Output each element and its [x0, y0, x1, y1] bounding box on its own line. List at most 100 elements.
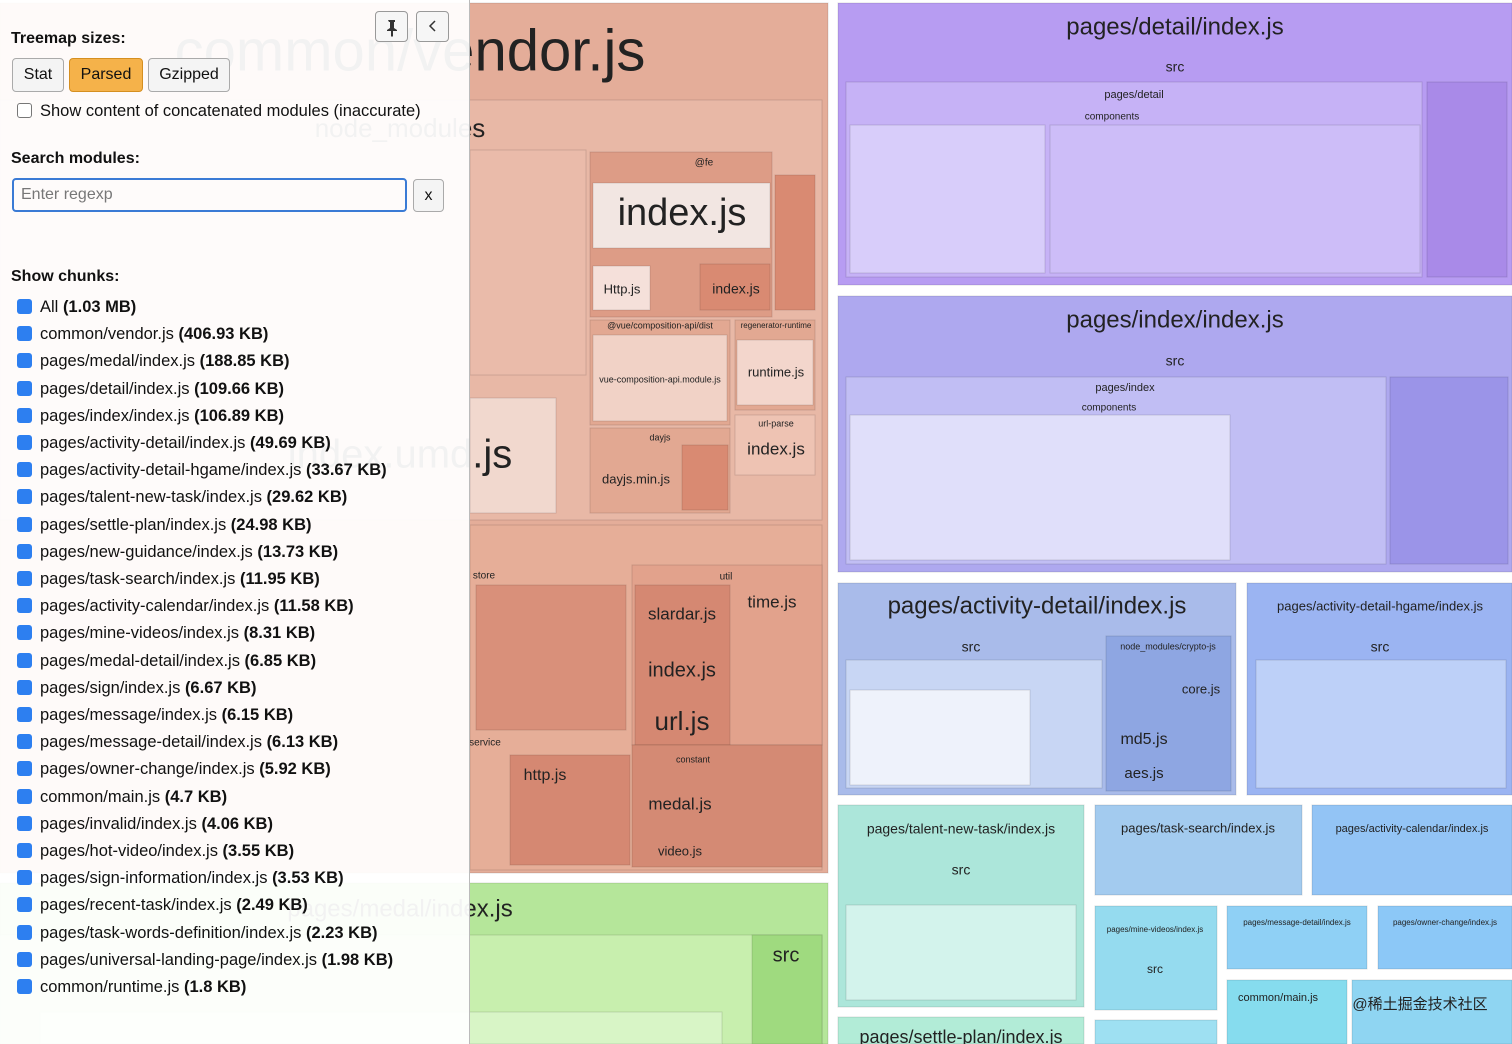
- checkbox[interactable]: [17, 598, 32, 614]
- tile-label[interactable]: dayjs: [649, 432, 671, 442]
- collapse-button[interactable]: [416, 11, 449, 42]
- tile-label[interactable]: pages/talent-new-task/index.js: [867, 821, 1055, 837]
- tile-label[interactable]: aes.js: [1124, 765, 1163, 782]
- tile-label[interactable]: src: [1166, 59, 1185, 75]
- tile-label[interactable]: src: [1166, 353, 1185, 369]
- tile-label[interactable]: common/main.js: [1238, 992, 1319, 1004]
- checkbox[interactable]: [17, 571, 32, 586]
- chunk-option[interactable]: pages/task-words-definition/index.js (2.…: [17, 924, 378, 943]
- chunk-option[interactable]: pages/invalid/index.js (4.06 KB): [17, 815, 273, 834]
- tile-label[interactable]: components: [1082, 403, 1136, 414]
- chunk-option[interactable]: pages/medal/index.js (188.85 KB): [17, 352, 289, 371]
- tile-label[interactable]: vue-composition-api.module.js: [599, 374, 721, 384]
- checkbox[interactable]: [17, 462, 32, 478]
- search-input[interactable]: Enter regexp: [12, 178, 407, 212]
- checkbox[interactable]: [17, 516, 32, 532]
- tile-label[interactable]: pages/activity-detail-hgame/index.js: [1277, 598, 1483, 613]
- tile-label[interactable]: util: [720, 572, 733, 583]
- chunk-option[interactable]: All (1.03 MB): [17, 298, 136, 317]
- chunk-option[interactable]: pages/task-search/index.js (11.95 KB): [17, 570, 320, 589]
- checkbox[interactable]: [17, 788, 32, 804]
- tile-label[interactable]: @fe: [695, 158, 714, 169]
- tile-label[interactable]: pages/detail: [1104, 89, 1163, 101]
- chunk-option[interactable]: pages/new-guidance/index.js (13.73 KB): [17, 543, 338, 562]
- checkbox[interactable]: [17, 979, 32, 994]
- checkbox[interactable]: [17, 407, 32, 423]
- checkbox[interactable]: [17, 299, 32, 314]
- tile-label[interactable]: pages/index: [1095, 382, 1155, 394]
- checkbox[interactable]: [17, 353, 32, 369]
- chunk-option[interactable]: pages/sign-information/index.js (3.53 KB…: [17, 869, 344, 888]
- tile-label[interactable]: pages/mine-videos/index.js: [1107, 925, 1204, 934]
- tile-label[interactable]: pages/settle-plan/index.js: [859, 1027, 1062, 1044]
- tile-label[interactable]: url-parse: [758, 418, 794, 428]
- chunk-option[interactable]: pages/index/index.js (106.89 KB): [17, 407, 284, 426]
- tile-label[interactable]: pages/message-detail/index.js: [1243, 918, 1351, 927]
- checkbox[interactable]: [17, 897, 32, 913]
- tile-label[interactable]: Http.js: [604, 281, 641, 296]
- checkbox[interactable]: [17, 489, 32, 505]
- tile-label[interactable]: index.js: [712, 281, 759, 297]
- checkbox[interactable]: [17, 652, 32, 668]
- chunk-option[interactable]: pages/activity-calendar/index.js (11.58 …: [17, 597, 354, 616]
- tile-label[interactable]: md5.js: [1120, 731, 1167, 748]
- checkbox[interactable]: [17, 543, 32, 559]
- clear-button[interactable]: x: [413, 179, 444, 212]
- tile-label[interactable]: regenerator-runtime: [741, 321, 812, 330]
- tile-label[interactable]: src: [773, 944, 800, 966]
- size-button[interactable]: Stat: [12, 58, 64, 92]
- checkbox[interactable]: [17, 761, 32, 777]
- tile-label[interactable]: pages/task-search/index.js: [1121, 820, 1275, 835]
- chunk-option[interactable]: pages/recent-task/index.js (2.49 KB): [17, 896, 308, 915]
- tile-label[interactable]: video.js: [658, 843, 703, 858]
- size-button[interactable]: Gzipped: [148, 58, 230, 92]
- tile-label[interactable]: index.js: [747, 439, 805, 458]
- chunk-option[interactable]: pages/activity-detail-hgame/index.js (33…: [17, 461, 387, 480]
- tile-label[interactable]: slardar.js: [648, 604, 716, 623]
- tile-label[interactable]: dayjs.min.js: [602, 471, 670, 486]
- tile-label[interactable]: @vue/composition-api/dist: [607, 320, 713, 330]
- checkbox[interactable]: [17, 843, 32, 858]
- chunk-option[interactable]: pages/owner-change/index.js (5.92 KB): [17, 760, 331, 779]
- chunk-option[interactable]: pages/message/index.js (6.15 KB): [17, 706, 293, 725]
- chunk-option[interactable]: pages/hot-video/index.js (3.55 KB): [17, 842, 294, 861]
- tile-label[interactable]: src: [962, 639, 981, 655]
- chunk-option[interactable]: pages/talent-new-task/index.js (29.62 KB…: [17, 488, 347, 507]
- option[interactable]: Show content of concatenated modules (in…: [17, 102, 421, 121]
- chunk-option[interactable]: pages/settle-plan/index.js (24.98 KB): [17, 516, 312, 535]
- pin-button[interactable]: [375, 11, 408, 42]
- tile-label[interactable]: store: [473, 571, 496, 582]
- chunk-option[interactable]: common/main.js (4.7 KB): [17, 788, 227, 807]
- tile-label[interactable]: pages/activity-calendar/index.js: [1336, 823, 1489, 835]
- tile-label[interactable]: src: [952, 862, 971, 878]
- tile-label[interactable]: components: [1085, 112, 1139, 123]
- chunk-option[interactable]: pages/activity-detail/index.js (49.69 KB…: [17, 434, 331, 453]
- checkbox[interactable]: [17, 924, 32, 940]
- tile-label[interactable]: src: [1371, 639, 1390, 655]
- chunk-option[interactable]: pages/mine-videos/index.js (8.31 KB): [17, 624, 315, 643]
- checkbox[interactable]: [17, 815, 32, 831]
- checkbox[interactable]: [17, 734, 32, 750]
- tile-label[interactable]: http.js: [524, 767, 567, 784]
- checkbox[interactable]: [17, 435, 32, 450]
- tile-label[interactable]: pages/detail/index.js: [1066, 13, 1283, 40]
- chunk-option[interactable]: pages/medal-detail/index.js (6.85 KB): [17, 652, 316, 671]
- tile-label[interactable]: index.js: [618, 192, 747, 234]
- tile-label[interactable]: pages/owner-change/index.js: [1393, 918, 1497, 927]
- chunk-option[interactable]: common/runtime.js (1.8 KB): [17, 978, 246, 997]
- chunk-option[interactable]: pages/sign/index.js (6.67 KB): [17, 679, 256, 698]
- checkbox[interactable]: [17, 707, 32, 722]
- tile-label[interactable]: src: [1147, 962, 1163, 976]
- tile-label[interactable]: pages/index/index.js: [1066, 306, 1283, 333]
- tile-label[interactable]: index.js: [648, 659, 716, 681]
- tile-label[interactable]: core.js: [1182, 681, 1221, 696]
- checkbox[interactable]: [17, 380, 32, 396]
- chunk-option[interactable]: pages/universal-landing-page/index.js (1…: [17, 951, 393, 970]
- tile-label[interactable]: constant: [676, 754, 711, 764]
- checkbox[interactable]: [17, 625, 32, 641]
- tile-label[interactable]: @稀土掘金技术社区: [1352, 996, 1487, 1013]
- checkbox[interactable]: [17, 679, 32, 695]
- tile-label[interactable]: node_modules/crypto-js: [1120, 641, 1216, 651]
- size-button[interactable]: Parsed: [69, 58, 143, 92]
- tile-label[interactable]: medal.js: [648, 794, 711, 813]
